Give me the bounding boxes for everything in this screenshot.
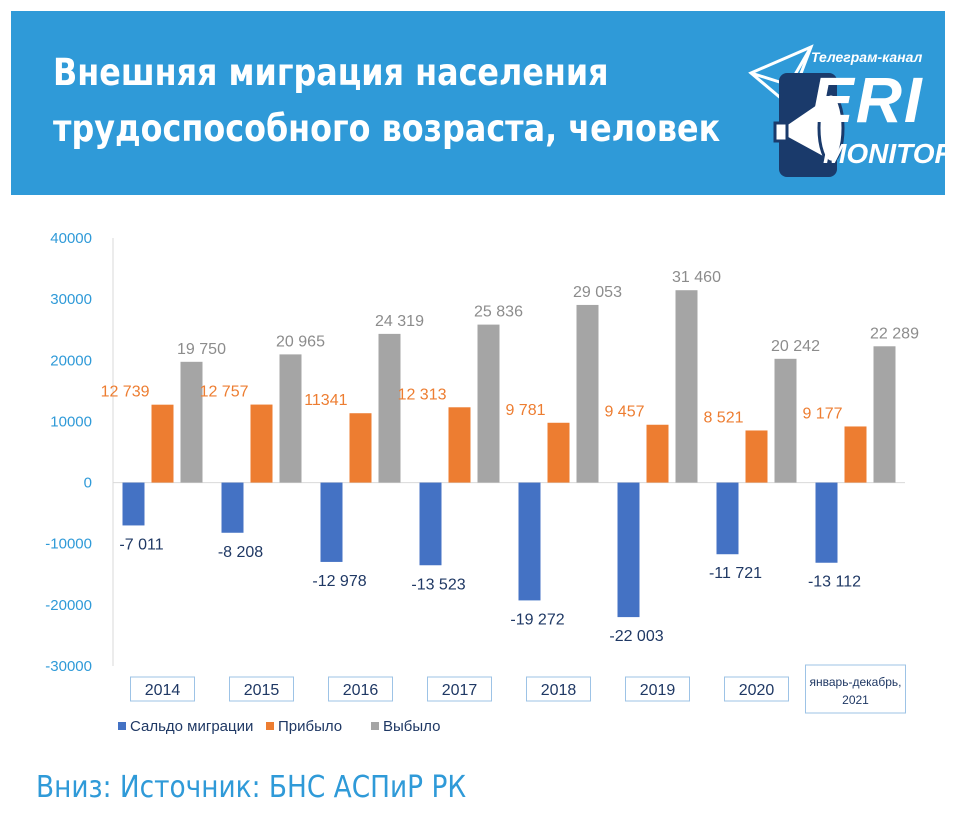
- data-label-departed: 24 319: [375, 313, 424, 330]
- category-box: [229, 676, 294, 702]
- bar-arrived: [250, 404, 273, 483]
- x-tick-label: 2019: [640, 682, 676, 699]
- title-line-2: трудоспособного возраста, человек: [53, 107, 721, 150]
- category-box: [526, 676, 591, 702]
- bar-saldo: [221, 482, 244, 533]
- bar-saldo: [320, 482, 343, 562]
- eri-monitor-logo: Телеграм-канал ERI MONITOR: [741, 33, 955, 193]
- bar-saldo: [617, 482, 640, 618]
- bar-departed: [180, 361, 203, 483]
- logo-text: ERI: [811, 64, 924, 136]
- data-label-saldo: -12 978: [312, 573, 366, 590]
- bar-saldo: [518, 482, 541, 601]
- migration-bar-chart: -30000 -20000 -10000 0 10000 20000 30000 40000 -…: [45, 230, 919, 735]
- legend-swatch: [118, 722, 126, 730]
- category-box: [328, 676, 393, 702]
- data-label-departed: 19 750: [177, 341, 226, 358]
- bar-departed: [279, 354, 302, 483]
- data-label-arrived: 12 313: [398, 386, 447, 403]
- bar-departed: [873, 346, 896, 483]
- data-label-saldo: -11 721: [709, 565, 762, 582]
- x-tick-label: 2017: [442, 682, 478, 699]
- x-tick-label: январь-декабрь,: [810, 675, 902, 689]
- data-label-arrived: 11341: [304, 392, 347, 409]
- bar-departed: [576, 304, 599, 483]
- y-tick-label: 20000: [50, 352, 92, 369]
- x-tick-label: 2016: [343, 682, 379, 699]
- bar-saldo: [815, 482, 838, 563]
- data-label-arrived: 9 457: [604, 404, 644, 421]
- data-label-saldo: -7 011: [119, 536, 163, 553]
- data-label-arrived: 9 177: [802, 405, 842, 422]
- legend-swatch: [266, 722, 274, 730]
- bar-arrived: [448, 407, 471, 483]
- legend-label: Выбыло: [383, 718, 440, 735]
- y-tick-label: -10000: [45, 536, 92, 553]
- y-tick-label: 10000: [50, 413, 92, 430]
- logo-graphic: [748, 44, 845, 177]
- data-label-arrived: 12 739: [101, 384, 150, 401]
- x-tick-label: 2014: [145, 682, 181, 699]
- category-box: [130, 676, 195, 702]
- bar-departed: [378, 333, 401, 483]
- category-box: [805, 664, 906, 714]
- x-tick-label: 2018: [541, 682, 577, 699]
- bar-saldo: [419, 482, 442, 566]
- legend-swatch: [371, 722, 379, 730]
- x-tick-label: 2015: [244, 682, 280, 699]
- logo-subtext: MONITOR: [823, 138, 955, 169]
- data-label-saldo: -19 272: [510, 611, 564, 628]
- category-box: [427, 676, 492, 702]
- bar-arrived: [646, 424, 669, 483]
- bar-departed: [675, 290, 698, 483]
- bar-arrived: [349, 413, 372, 483]
- y-tick-label: -20000: [45, 597, 92, 614]
- header-banner: Внешняя миграция населения трудоспособно…: [11, 11, 955, 195]
- data-label-arrived: 12 757: [200, 384, 249, 401]
- bar-arrived: [547, 422, 570, 483]
- bar-arrived: [151, 404, 174, 483]
- category-box: [625, 676, 690, 702]
- logo-caption: Телеграм-канал: [811, 49, 923, 65]
- bar-departed: [774, 358, 797, 483]
- data-label-departed: 20 965: [276, 333, 325, 350]
- bar-arrived: [844, 426, 867, 483]
- data-label-saldo: -8 208: [218, 544, 263, 561]
- data-label-departed: 20 242: [771, 338, 820, 355]
- bar-saldo: [122, 482, 145, 526]
- data-label-departed: 22 289: [870, 325, 919, 342]
- y-tick-label: 40000: [50, 230, 92, 247]
- x-tick-label: 2020: [739, 682, 775, 699]
- data-label-saldo: -13 523: [411, 576, 465, 593]
- data-label-departed: 31 460: [672, 269, 721, 286]
- bar-saldo: [716, 482, 739, 555]
- megaphone-icon: [773, 92, 845, 164]
- bar-departed: [477, 324, 500, 483]
- page-title: Внешняя миграция населения трудоспособно…: [53, 45, 721, 157]
- data-label-departed: 29 053: [573, 284, 622, 301]
- y-tick-label: 0: [84, 475, 92, 492]
- category-box: [724, 676, 789, 702]
- source-note: Вниз: Источник: БНС АСПиР РК: [36, 770, 467, 805]
- legend-label: Прибыло: [278, 718, 342, 735]
- y-tick-label: -30000: [45, 658, 92, 675]
- data-label-arrived: 9 781: [505, 402, 545, 419]
- data-label-saldo: -13 112: [808, 574, 861, 591]
- bar-arrived: [745, 430, 768, 483]
- legend-label: Сальдо миграции: [130, 718, 253, 735]
- x-tick-label: 2021: [842, 693, 869, 707]
- data-label-departed: 25 836: [474, 304, 523, 321]
- data-label-arrived: 8 521: [703, 409, 743, 426]
- y-tick-label: 30000: [50, 291, 92, 308]
- title-line-1: Внешняя миграция населения: [53, 51, 609, 94]
- data-label-saldo: -22 003: [609, 628, 663, 645]
